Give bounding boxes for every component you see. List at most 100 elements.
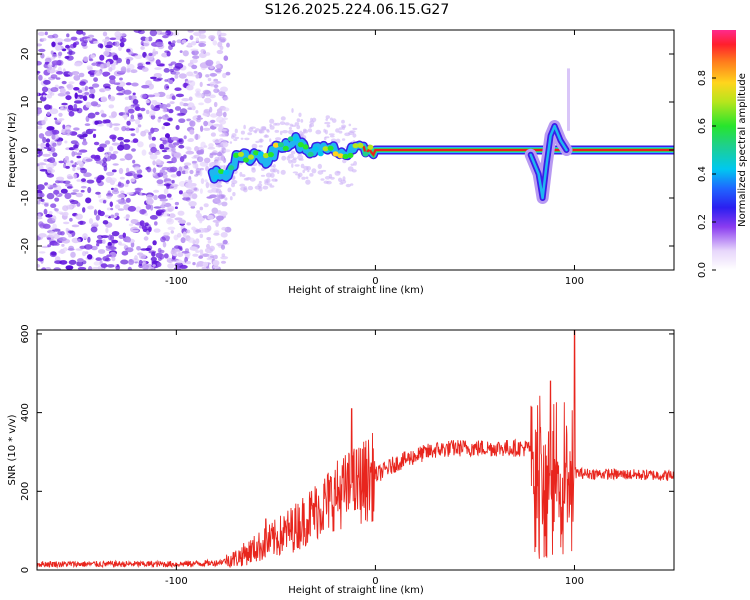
noise-speckle	[97, 61, 104, 65]
noise-speckle	[157, 194, 167, 200]
noise-speckle	[223, 96, 229, 101]
noise-speckle	[213, 254, 218, 260]
noise-speckle	[121, 250, 129, 256]
noise-speckle	[191, 58, 198, 64]
noise-speckle	[90, 101, 99, 107]
noise-speckle	[145, 61, 151, 65]
noise-speckle	[177, 245, 183, 250]
noise-speckle	[150, 267, 155, 270]
noise-speckle	[148, 250, 157, 254]
noise-speckle	[37, 143, 41, 147]
noise-speckle	[186, 261, 191, 265]
noise-speckle	[168, 108, 174, 114]
noise-speckle	[117, 81, 126, 87]
noise-speckle	[51, 41, 56, 48]
noise-speckle	[76, 152, 83, 156]
noise-speckle	[174, 62, 184, 69]
noise-speckle	[219, 32, 227, 37]
noise-speckle	[187, 42, 192, 47]
haze-speckle	[251, 143, 258, 149]
haze-speckle	[259, 138, 263, 143]
haze-speckle	[279, 130, 283, 135]
noise-speckle	[97, 43, 103, 48]
colorbar-tick-label: 0.6	[697, 118, 708, 134]
noise-speckle	[222, 111, 227, 118]
noise-speckle	[177, 232, 182, 238]
noise-speckle	[44, 203, 49, 207]
noise-speckle	[130, 95, 137, 100]
noise-speckle	[125, 247, 134, 253]
noise-speckle	[108, 234, 112, 241]
haze-speckle	[306, 166, 311, 171]
noise-speckle	[178, 144, 185, 149]
noise-speckle	[118, 201, 127, 205]
noise-speckle	[177, 252, 184, 258]
haze-speckle	[326, 124, 331, 128]
noise-speckle	[122, 111, 128, 115]
noise-speckle	[114, 204, 121, 209]
noise-speckle	[76, 155, 82, 159]
noise-speckle	[89, 88, 96, 95]
noise-speckle	[56, 71, 64, 75]
ridge-blob	[357, 142, 364, 148]
noise-speckle	[60, 188, 68, 194]
noise-speckle	[86, 179, 95, 184]
noise-speckle	[165, 133, 170, 139]
snr-panel: -100 0 100 0 200 400 600 Height of straight li…	[7, 324, 675, 596]
haze-speckle	[350, 183, 354, 186]
noise-speckle	[53, 267, 62, 270]
noise-speckle	[150, 114, 156, 120]
haze-speckle	[340, 179, 347, 184]
haze-speckle	[269, 138, 272, 142]
noise-speckle	[128, 51, 134, 56]
noise-speckle	[62, 211, 69, 217]
haze-speckle	[244, 137, 250, 141]
noise-speckle	[130, 229, 140, 233]
noise-speckle	[191, 50, 195, 55]
noise-speckle	[102, 161, 108, 168]
noise-speckle	[135, 187, 142, 194]
noise-speckle	[74, 62, 82, 67]
noise-speckle	[108, 122, 113, 128]
noise-speckle	[140, 41, 144, 46]
noise-speckle	[221, 132, 228, 137]
haze-speckle	[292, 157, 298, 160]
ridge-blob	[322, 146, 329, 152]
noise-speckle	[179, 50, 183, 53]
noise-speckle	[73, 173, 77, 179]
noise-speckle	[106, 264, 115, 268]
noise-speckle	[195, 238, 200, 245]
noise-speckle	[141, 225, 147, 231]
noise-speckle	[155, 41, 164, 47]
noise-speckle	[96, 242, 100, 247]
noise-speckle	[132, 159, 136, 164]
noise-speckle	[202, 253, 210, 257]
ridge-blob	[257, 151, 264, 157]
noise-speckle	[78, 149, 88, 153]
ridge-blob	[337, 153, 344, 159]
noise-speckle	[38, 48, 46, 53]
noise-speckle	[126, 69, 131, 73]
haze-speckle	[266, 178, 271, 184]
noise-speckle	[153, 73, 162, 78]
noise-speckle	[195, 133, 199, 140]
noise-speckle	[156, 179, 164, 185]
noise-speckle	[113, 126, 120, 131]
noise-speckle	[205, 181, 210, 189]
noise-speckle	[45, 213, 53, 218]
noise-speckle	[199, 206, 204, 211]
haze-speckle	[348, 123, 352, 127]
ridge-blob	[297, 142, 304, 148]
haze-speckle	[265, 128, 270, 132]
noise-speckle	[78, 72, 85, 78]
noise-speckle	[166, 193, 172, 198]
noise-speckle	[149, 110, 156, 116]
noise-speckle	[42, 94, 46, 98]
haze-speckle	[341, 124, 347, 129]
ridge-blob	[282, 145, 289, 151]
noise-speckle	[50, 203, 57, 208]
haze-speckle	[222, 139, 227, 143]
noise-speckle	[188, 201, 197, 207]
noise-speckle	[53, 189, 60, 195]
